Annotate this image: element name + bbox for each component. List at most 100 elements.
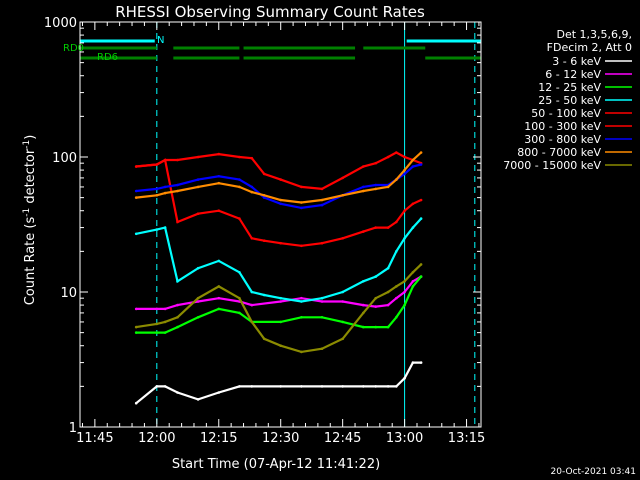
series-point: [217, 285, 221, 288]
series-point: [341, 300, 345, 303]
series-point: [250, 303, 254, 307]
series-point: [163, 307, 167, 311]
series-point: [300, 296, 303, 300]
series-point: [374, 226, 378, 229]
series-point: [176, 303, 179, 307]
n-label: N: [157, 35, 164, 46]
series-point: [341, 320, 345, 324]
series-point: [196, 316, 200, 319]
series-point: [403, 290, 406, 294]
series-point: [395, 316, 398, 319]
series-point: [196, 155, 200, 159]
series-point: [411, 226, 415, 229]
series-point: [250, 385, 254, 388]
legend-label: 800 - 7000 keV: [517, 146, 601, 159]
series-point: [374, 161, 378, 165]
series-point: [279, 300, 283, 303]
series-point: [163, 226, 167, 229]
series-point: [403, 280, 406, 283]
series-point: [279, 296, 283, 300]
series-point: [362, 311, 365, 315]
series-point: [163, 185, 167, 189]
series-point: [238, 217, 241, 220]
series-point: [419, 217, 423, 220]
series-point: [374, 187, 378, 191]
series-point: [238, 271, 241, 274]
series-point: [374, 385, 378, 388]
legend-label: 3 - 6 keV: [552, 55, 601, 68]
series-point: [341, 237, 345, 240]
series-point: [395, 220, 398, 224]
series-point: [341, 337, 345, 341]
series-point: [320, 187, 324, 191]
series-point: [163, 320, 167, 324]
series-point: [411, 271, 415, 274]
series-point: [411, 285, 415, 288]
series-point: [386, 185, 390, 189]
series-point: [238, 296, 241, 300]
series-point: [395, 178, 398, 181]
series-point: [217, 391, 221, 394]
series-point: [176, 183, 179, 187]
series-point: [300, 300, 303, 303]
x-tick-label: 13:15: [448, 431, 485, 446]
series-point: [250, 237, 254, 240]
series-point: [395, 250, 398, 253]
series-line-6: [136, 151, 422, 191]
legend-label: 7000 - 15000 keV: [503, 159, 601, 172]
series-point: [163, 191, 167, 195]
series-point: [419, 361, 423, 364]
series-point: [411, 280, 415, 283]
series-point: [403, 155, 406, 159]
series-point: [196, 266, 200, 270]
legend: Det 1,3,5,6,9, FDecim 2, Att 0 3 - 6 keV…: [503, 28, 632, 172]
rd6-label: RD6: [97, 52, 118, 63]
series-point: [320, 347, 324, 351]
x-axis-label: Start Time (07-Apr-12 11:41:22): [172, 457, 380, 472]
series-point: [395, 296, 398, 300]
series-point: [250, 185, 254, 189]
attenuator-state-bars: [80, 39, 481, 60]
series-point: [155, 331, 159, 334]
series-point: [320, 198, 324, 202]
series-point: [403, 168, 406, 172]
series-point: [362, 385, 365, 388]
x-tick-label: 12:15: [200, 431, 237, 446]
chart-title: RHESSI Observing Summary Count Rates: [115, 3, 425, 21]
series-point: [196, 185, 200, 189]
series-point: [320, 296, 324, 300]
series-point: [362, 189, 365, 193]
series-point: [386, 385, 390, 388]
axes: 11:45 12:00 12:15 12:30 12:45 13:00 13:15 1 10 10…: [44, 16, 485, 446]
series-point: [134, 189, 138, 193]
legend-label: 25 - 50 keV: [538, 94, 601, 107]
series-point: [374, 325, 378, 329]
series-point: [411, 165, 415, 168]
series-point: [374, 296, 378, 300]
series-point: [419, 263, 423, 266]
series-point: [238, 155, 241, 159]
series-point: [196, 398, 200, 401]
series-point: [403, 209, 406, 212]
series-point: [374, 275, 378, 278]
series-point: [262, 196, 266, 199]
series-point: [155, 322, 159, 326]
series-point: [176, 325, 179, 329]
series-point: [386, 325, 390, 329]
series-point: [279, 344, 283, 348]
series-point: [300, 350, 303, 354]
series-point: [395, 151, 398, 154]
series-point: [362, 165, 365, 168]
series-point: [155, 385, 159, 388]
x-tick-label: 13:00: [386, 431, 423, 446]
y-tick-label: 1: [69, 421, 77, 436]
legend-header-line-2: FDecim 2, Att 0: [547, 41, 632, 54]
series-point: [134, 196, 138, 199]
series-point: [403, 376, 406, 380]
series-point: [279, 202, 283, 206]
legend-header-line-1: Det 1,3,5,6,9,: [556, 28, 632, 41]
series-point: [176, 189, 179, 193]
series-point: [134, 232, 138, 236]
